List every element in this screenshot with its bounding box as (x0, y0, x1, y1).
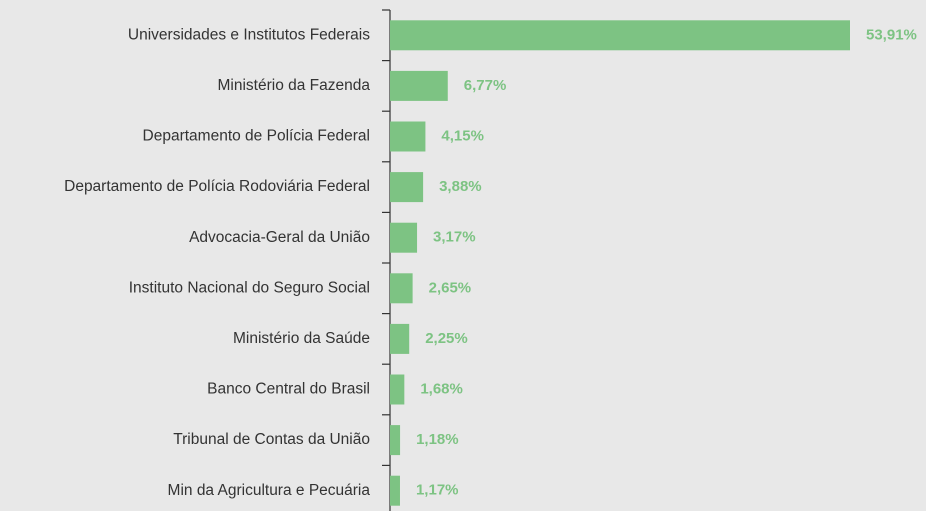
bar (390, 323, 410, 354)
category-label: Departamento de Polícia Federal (143, 128, 370, 145)
bar (390, 20, 850, 51)
value-label: 3,88% (439, 178, 482, 195)
value-label: 1,68% (420, 380, 463, 397)
bar (390, 374, 405, 405)
value-label: 2,65% (429, 279, 472, 296)
category-label: Ministério da Saúde (233, 330, 370, 347)
bar (390, 425, 401, 456)
value-label: 2,25% (425, 330, 468, 347)
bar (390, 172, 424, 203)
category-label: Tribunal de Contas da União (173, 431, 370, 448)
bar (390, 121, 426, 152)
bar (390, 273, 413, 304)
value-label: 1,18% (416, 431, 459, 448)
bar (390, 70, 448, 101)
bar (390, 222, 418, 253)
category-label: Ministério da Fazenda (218, 77, 371, 94)
value-label: 53,91% (866, 26, 917, 43)
category-label: Banco Central do Brasil (207, 381, 370, 398)
category-label: Instituto Nacional do Seguro Social (129, 279, 370, 296)
value-label: 3,17% (433, 229, 476, 246)
category-label: Universidades e Institutos Federais (128, 26, 370, 43)
value-label: 1,17% (416, 482, 459, 499)
bar (390, 475, 400, 506)
category-label: Advocacia-Geral da União (189, 229, 370, 246)
category-label: Departamento de Polícia Rodoviária Feder… (64, 178, 370, 195)
value-label: 6,77% (464, 77, 507, 94)
value-label: 4,15% (441, 127, 484, 144)
category-label: Min da Agricultura e Pecuária (168, 482, 371, 499)
